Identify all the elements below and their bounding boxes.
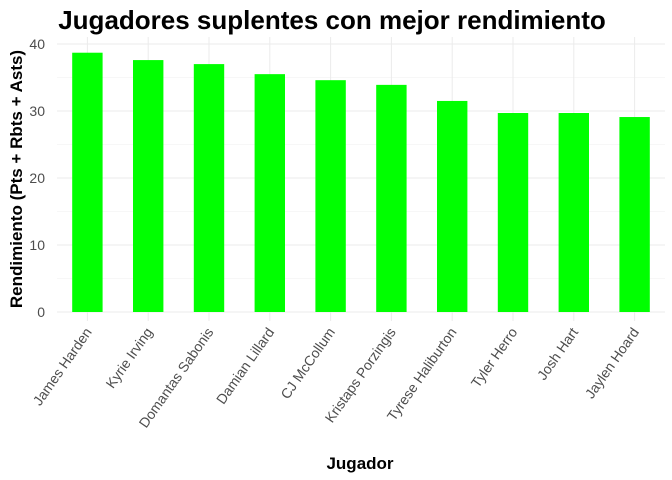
- x-tick-label: Jaylen Hoard: [582, 325, 642, 402]
- bar: [376, 84, 407, 313]
- bar: [437, 100, 468, 312]
- x-tick-label: James Harden: [30, 325, 95, 409]
- chart-title: Jugadores suplentes con mejor rendimient…: [58, 5, 606, 35]
- x-tick-label: Tyler Herro: [468, 324, 521, 390]
- bar: [619, 117, 650, 312]
- bar: [497, 113, 529, 312]
- y-tick-label: 10: [29, 237, 45, 253]
- y-tick-label: 20: [29, 170, 45, 186]
- x-tick-label: Josh Hart: [534, 324, 582, 382]
- x-tick-label: Tyrese Haliburton: [384, 325, 460, 424]
- bar: [133, 60, 164, 312]
- y-tick-label: 0: [37, 304, 45, 320]
- bar: [254, 74, 285, 313]
- x-tick-label: CJ McCollum: [277, 325, 338, 402]
- x-axis-title: Jugador: [326, 454, 393, 473]
- y-tick-label: 30: [29, 103, 45, 119]
- y-axis-title: Rendimiento (Pts + Rbts + Asts): [7, 50, 26, 308]
- y-tick-labels: 0 10 20 30 40: [29, 36, 45, 320]
- x-tick-label: Kyrie Irving: [102, 325, 155, 392]
- bar: [558, 113, 589, 312]
- bar: [193, 64, 225, 312]
- bar: [315, 80, 346, 313]
- bar: [72, 52, 103, 313]
- x-tick-label: Damian Lillard: [213, 325, 277, 407]
- y-tick-label: 40: [29, 36, 45, 52]
- bars: [72, 52, 650, 313]
